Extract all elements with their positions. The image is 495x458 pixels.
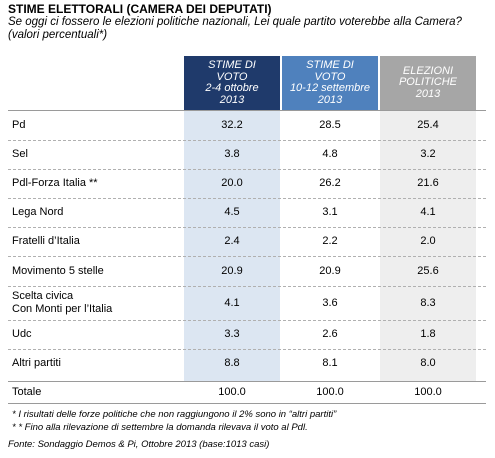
row-divider <box>8 198 486 199</box>
row-label: Lega Nord <box>12 206 64 218</box>
total-cell: 100.0 <box>414 385 442 398</box>
column-background-2 <box>282 110 378 381</box>
row-divider <box>8 227 486 228</box>
column-header-1: STIME DI VOTO 2-4 ottobre 2013 <box>184 56 280 110</box>
row-label: Movimento 5 stelle <box>12 264 104 277</box>
table-cell: 8.1 <box>322 357 338 369</box>
table-cell: 25.4 <box>417 119 439 131</box>
table-cell: 20.9 <box>221 264 243 277</box>
table-cell: 3.1 <box>322 206 338 218</box>
total-label: Totale <box>12 385 42 398</box>
column-background-3 <box>380 110 476 381</box>
row-divider <box>8 169 486 170</box>
row-label: Pd <box>12 119 26 131</box>
table-cell: 4.1 <box>420 206 436 218</box>
table-cell: 4.1 <box>224 296 240 309</box>
table-cell: 2.2 <box>322 235 338 247</box>
column-header-3: ELEZIONI POLITICHE 2013 <box>380 56 476 110</box>
table-subtitle: Se oggi ci fossero le elezioni politiche… <box>8 16 462 41</box>
table-cell: 2.4 <box>224 235 240 247</box>
bottom-rule <box>8 403 486 404</box>
table-cell: 1.8 <box>420 328 436 340</box>
total-rule <box>8 381 486 382</box>
row-divider <box>8 140 486 141</box>
table-cell: 2.6 <box>322 328 338 340</box>
total-cell: 100.0 <box>218 385 246 398</box>
table-cell: 25.6 <box>417 264 439 277</box>
row-divider <box>8 349 486 350</box>
header-rule <box>8 110 486 111</box>
row-label: Fratelli d’Italia <box>12 235 80 247</box>
footnote-1: * I risultati delle forze politiche che … <box>12 409 337 420</box>
footnote-2: * * Fino alla rilevazione di settembre l… <box>12 422 308 433</box>
table-cell: 3.3 <box>224 328 240 340</box>
table-cell: 8.8 <box>224 357 240 369</box>
table-cell: 2.0 <box>420 235 436 247</box>
table-cell: 8.3 <box>420 296 436 309</box>
table-cell: 28.5 <box>319 119 341 131</box>
column-background-1 <box>184 110 280 381</box>
table-cell: 3.6 <box>322 296 338 309</box>
table-cell: 20.0 <box>221 177 243 189</box>
row-label: Sel <box>12 148 28 160</box>
table-cell: 20.9 <box>319 264 341 277</box>
source-note: Fonte: Sondaggio Demos & Pi, Ottobre 201… <box>8 439 270 450</box>
row-label: Altri partiti <box>12 357 61 369</box>
table-title: STIME ELETTORALI (CAMERA DEI DEPUTATI) <box>8 2 272 16</box>
table-cell: 32.2 <box>221 119 243 131</box>
row-label: Pdl-Forza Italia ** <box>12 177 98 189</box>
row-label: Scelta civica Con Monti per l’Italia <box>12 290 113 315</box>
row-divider <box>8 256 486 257</box>
table-cell: 4.5 <box>224 206 240 218</box>
total-cell: 100.0 <box>316 385 344 398</box>
row-divider <box>8 320 486 321</box>
table-cell: 8.0 <box>420 357 436 369</box>
table-cell: 26.2 <box>319 177 341 189</box>
table-cell: 3.8 <box>224 148 240 160</box>
row-divider <box>8 286 486 287</box>
table-cell: 21.6 <box>417 177 439 189</box>
table-cell: 3.2 <box>420 148 436 160</box>
column-header-2: STIME DI VOTO 10-12 settembre 2013 <box>282 56 378 110</box>
row-label: Udc <box>12 328 32 340</box>
table-cell: 4.8 <box>322 148 338 160</box>
